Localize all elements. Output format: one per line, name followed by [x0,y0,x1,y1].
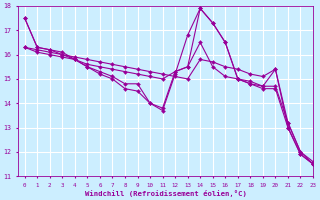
X-axis label: Windchill (Refroidissement éolien,°C): Windchill (Refroidissement éolien,°C) [85,190,247,197]
